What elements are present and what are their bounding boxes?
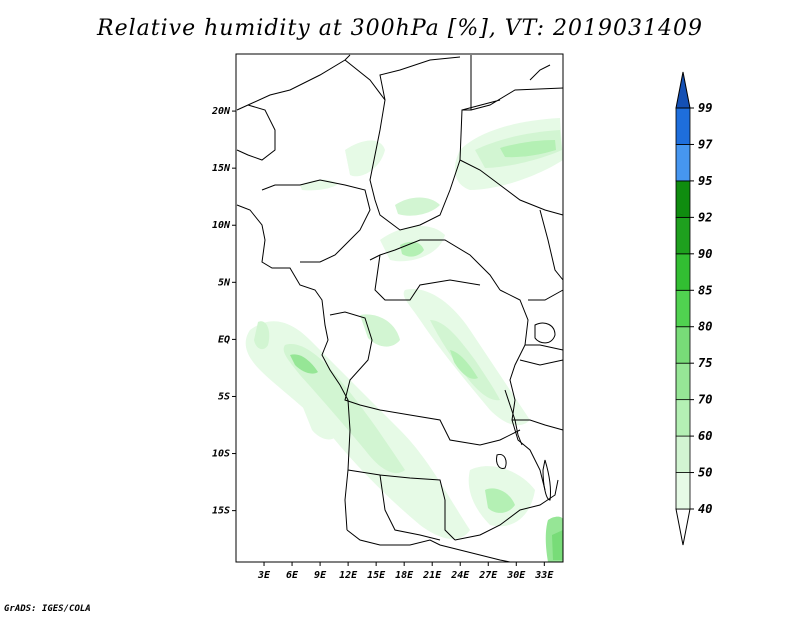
humidity-area-ne-core [500, 140, 556, 158]
colorbar-label: 60 [698, 429, 712, 443]
border-east-africa [512, 289, 564, 431]
border-angola [347, 469, 456, 541]
lake-malawi [542, 459, 551, 501]
colorbar-low-triangle [675, 508, 691, 546]
colorbar-box [675, 216, 691, 255]
colorbar-high-triangle [675, 71, 691, 109]
lake-tanganyika [504, 389, 523, 446]
border-north [236, 54, 564, 111]
lat-tick-label: 15N [212, 163, 231, 174]
lon-tick-label: 21E [422, 570, 442, 581]
lon-tick-label: 6E [286, 570, 299, 581]
longitude-axis: 3E 6E 9E 12E 15E 18E 21E 24E 27E 30E 33E [257, 562, 554, 581]
lon-tick-label: 9E [314, 570, 327, 581]
colorbar-label: 97 [698, 137, 713, 151]
colorbar-box [675, 362, 691, 401]
colorbar-label: 90 [698, 247, 712, 261]
colorbar-label: 75 [698, 356, 712, 370]
border-zambia [454, 479, 559, 541]
colorbar-label: 40 [698, 502, 712, 516]
lon-tick-label: 27E [478, 570, 498, 581]
lon-tick-label: 3E [257, 570, 271, 581]
lon-tick-label: 24E [450, 570, 470, 581]
border-south [346, 529, 511, 563]
colorbar-box [675, 399, 691, 437]
border-congo [329, 311, 521, 446]
humidity-area-band-core [290, 354, 318, 374]
colorbar-box [675, 107, 691, 145]
red-sea-coast [529, 64, 551, 81]
colorbar-box [675, 289, 691, 328]
colorbar-label: 92 [698, 210, 712, 224]
colorbar: 40 50 60 70 75 80 85 90 92 95 97 99 [675, 71, 713, 546]
map-title: Relative humidity at 300hPa [%], VT: 201… [97, 16, 703, 41]
humidity-area-cam [395, 197, 440, 216]
latitude-axis: 20N 15N 10N 5N EQ 5S 10S 15S [211, 106, 236, 517]
lat-tick-label: 10S [212, 449, 230, 460]
colorbar-box [675, 253, 691, 291]
colorbar-label: 80 [698, 320, 712, 334]
colorbar-box [675, 180, 691, 218]
lat-tick-label: 15S [212, 506, 230, 517]
grads-credit: GrADS: IGES/COLA [4, 604, 91, 614]
coastline-west [236, 104, 351, 531]
colorbar-label: 85 [698, 283, 712, 297]
humidity-area-angola [300, 399, 340, 440]
colorbar-box [675, 326, 691, 364]
humidity-area-ubangi [360, 314, 400, 347]
humidity-area-atlantic [254, 321, 270, 350]
lon-tick-label: 12E [339, 570, 358, 581]
border-nigeria [261, 179, 371, 263]
colorbar-label: 50 [698, 466, 712, 480]
lat-tick-label: 20N [211, 106, 231, 117]
humidity-area-se-inner [485, 488, 515, 513]
map-frame [235, 53, 564, 563]
lon-tick-label: 18E [395, 570, 414, 581]
lat-tick-label: 5N [218, 277, 231, 288]
humidity-area-east-core [450, 350, 478, 379]
humidity-area-nig [300, 179, 338, 191]
colorbar-box [675, 472, 691, 510]
border-car [369, 239, 501, 301]
colorbar-box [675, 435, 691, 473]
lon-tick-label: 30E [506, 570, 526, 581]
lon-tick-label: 33E [534, 570, 554, 581]
border-chad [344, 55, 472, 231]
humidity-area-chad [345, 140, 385, 177]
colorbar-label: 70 [698, 393, 712, 407]
border-sudan [459, 159, 564, 281]
lat-tick-label: 5S [218, 391, 230, 402]
country-borders [236, 54, 564, 563]
humidity-area-mozambique-core [552, 530, 563, 560]
colorbar-label: 99 [698, 101, 712, 115]
humidity-area-band-inner [283, 344, 405, 474]
lake-mweru [496, 453, 507, 469]
lat-tick-label: EQ [218, 334, 230, 345]
lon-tick-label: 15E [367, 570, 386, 581]
colorbar-label: 95 [698, 174, 712, 188]
lat-tick-label: 10N [212, 220, 231, 231]
lake-victoria [534, 322, 556, 344]
border-drc-east [499, 289, 546, 491]
humidity-area-east-inner [430, 320, 500, 401]
colorbar-box [675, 144, 691, 182]
